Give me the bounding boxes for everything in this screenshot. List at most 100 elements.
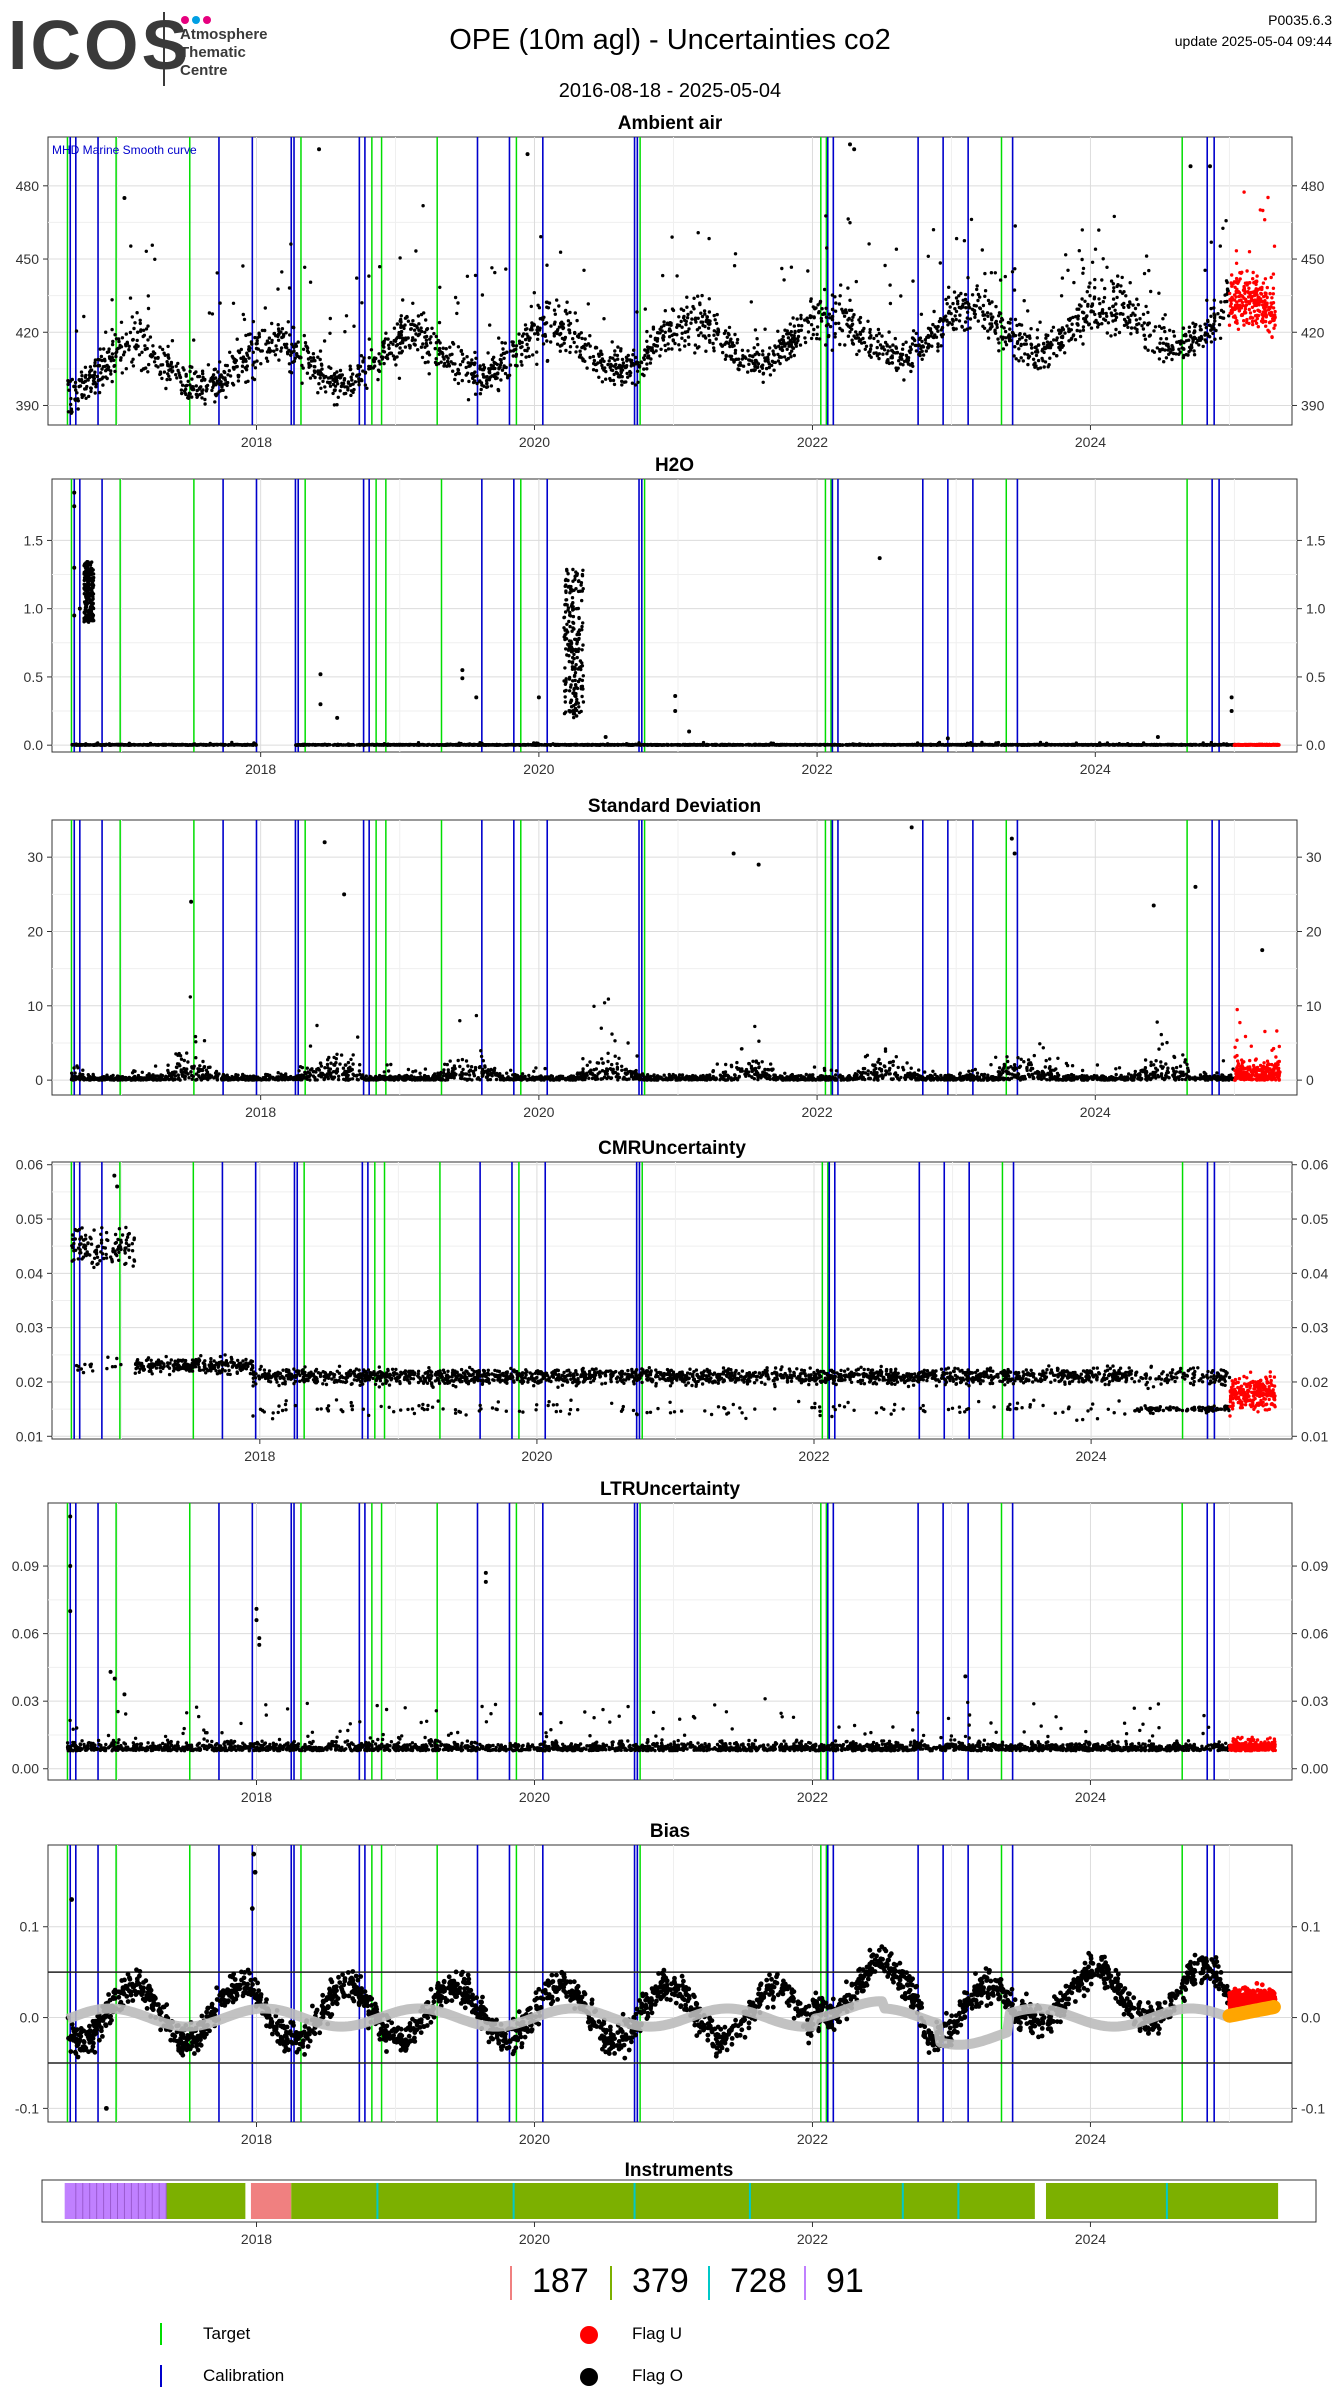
data-point [1035, 328, 1040, 332]
data-point [827, 333, 831, 338]
data-point [253, 335, 257, 340]
data-point [347, 742, 351, 747]
data-point [947, 285, 951, 289]
panel-frame [51, 478, 1298, 753]
data-point [456, 301, 460, 305]
data-point [650, 346, 654, 350]
data-point [192, 338, 196, 342]
data-point [301, 347, 306, 351]
data-point [428, 337, 432, 341]
data-point [1177, 347, 1181, 351]
data-point [588, 334, 592, 338]
data-point [1026, 309, 1030, 313]
data-point [952, 290, 957, 294]
data-point [944, 318, 948, 322]
data-point [427, 372, 431, 376]
data-point [287, 286, 292, 290]
data-point [1082, 311, 1086, 315]
y-tick-label-right: 1.0 [1306, 601, 1326, 617]
data-point [470, 358, 474, 362]
data-point [218, 301, 222, 305]
data-point [1171, 351, 1176, 356]
data-point [700, 293, 704, 298]
data-point [698, 301, 702, 305]
y-tick-label-right: 420 [1301, 324, 1325, 340]
data-point [482, 366, 486, 370]
data-point [1158, 349, 1162, 353]
data-point [412, 342, 416, 346]
data-point [69, 402, 73, 407]
data-point [424, 334, 429, 339]
data-point [558, 344, 562, 348]
data-point [1147, 321, 1152, 325]
data-point [1240, 300, 1245, 305]
data-point [575, 345, 579, 349]
data-point [332, 373, 336, 377]
y-tick-label: 0.0 [24, 737, 44, 753]
data-point [1266, 328, 1270, 332]
data-point [981, 310, 985, 314]
data-point [544, 300, 549, 304]
data-point [1174, 352, 1178, 356]
data-point [1137, 322, 1141, 326]
data-point [179, 380, 183, 384]
data-point [715, 312, 719, 317]
data-point [131, 364, 136, 368]
data-point [996, 337, 1000, 341]
data-point [1198, 328, 1203, 332]
data-point [135, 338, 139, 343]
data-point [138, 318, 142, 322]
data-point [1085, 314, 1089, 318]
data-point [954, 236, 959, 241]
data-point [346, 381, 351, 385]
data-point [1128, 281, 1132, 285]
data-point [1230, 273, 1234, 277]
data-point [859, 338, 863, 342]
data-point [611, 378, 616, 383]
data-point [332, 388, 337, 392]
data-point [1013, 333, 1018, 338]
data-point [825, 246, 829, 250]
data-point [455, 311, 459, 316]
data-point [1044, 336, 1048, 340]
data-point [93, 358, 98, 362]
data-point [1083, 319, 1087, 324]
data-point [830, 293, 835, 297]
data-point [536, 337, 540, 341]
data-point [606, 362, 610, 367]
data-point [1149, 289, 1153, 294]
data-point [1255, 313, 1259, 317]
data-point [997, 311, 1002, 315]
data-point [107, 350, 111, 354]
data-point [932, 334, 937, 338]
data-point [502, 356, 506, 360]
data-point [190, 365, 194, 369]
data-point [142, 333, 147, 337]
data-point [985, 311, 990, 315]
data-point [241, 360, 245, 364]
data-point [572, 340, 576, 345]
data-point [585, 366, 589, 370]
data-point [829, 742, 834, 747]
data-point [707, 333, 711, 338]
data-point [305, 371, 310, 375]
data-point [116, 346, 120, 351]
data-point [1146, 348, 1150, 352]
data-point [91, 379, 96, 383]
data-point [377, 369, 382, 374]
data-point [1255, 293, 1259, 297]
data-point [813, 307, 817, 311]
data-point [130, 360, 134, 364]
data-point [276, 338, 281, 342]
data-point [663, 309, 667, 313]
data-point [1204, 340, 1209, 344]
panel-title: Ambient air [618, 113, 723, 134]
data-point [1153, 325, 1158, 329]
data-point [721, 350, 725, 355]
data-point [643, 307, 647, 311]
data-point [237, 350, 242, 355]
data-point [403, 316, 408, 320]
data-point [1052, 338, 1056, 342]
data-point [869, 355, 873, 359]
